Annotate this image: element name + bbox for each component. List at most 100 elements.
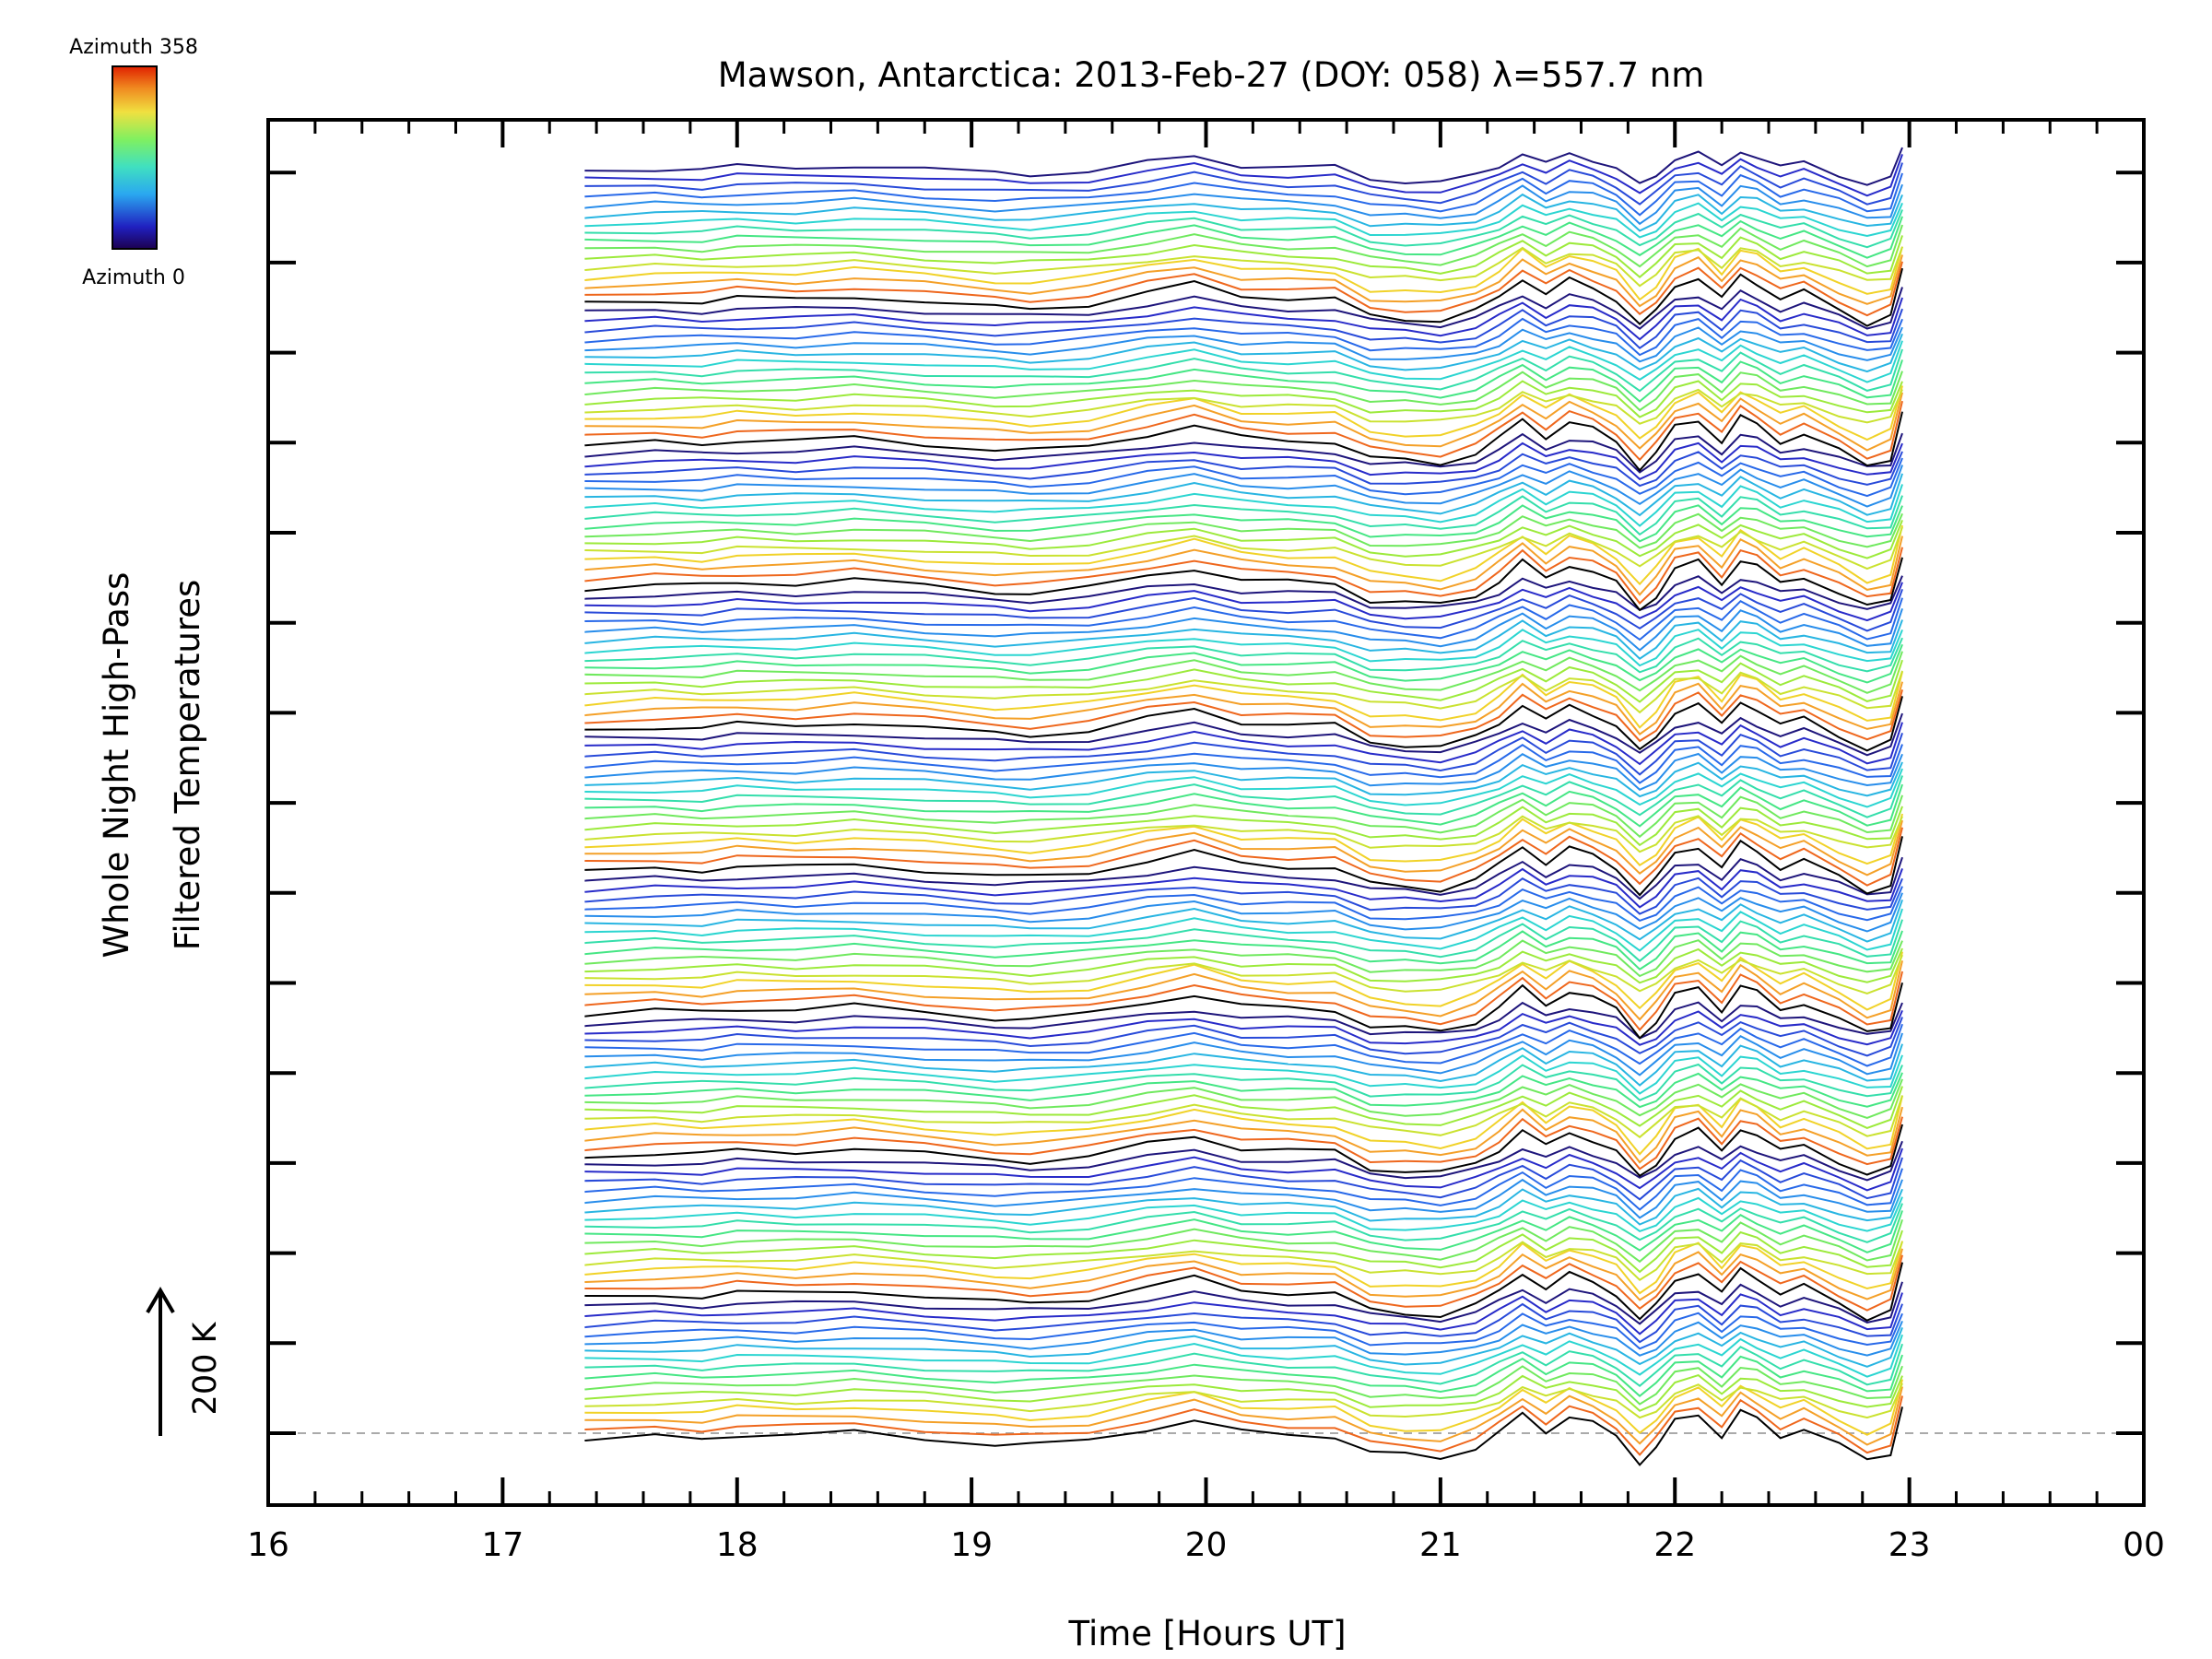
y-axis-label-line1: Whole Night High-Pass	[97, 572, 136, 959]
temperature-trace	[584, 1292, 1903, 1335]
temperature-trace	[584, 308, 1903, 349]
temperature-trace	[584, 535, 1903, 596]
temperature-trace	[584, 651, 1903, 694]
temperature-trace	[584, 689, 1903, 743]
temperature-trace	[584, 432, 1903, 474]
temperature-traces	[584, 147, 1903, 1466]
temperature-trace	[584, 899, 1903, 943]
temperature-trace	[584, 1406, 1903, 1466]
temperature-trace	[584, 1023, 1903, 1067]
temperature-trace	[584, 326, 1903, 363]
temperature-trace	[584, 908, 1903, 952]
temperature-trace	[584, 919, 1903, 963]
temperature-trace	[584, 761, 1903, 798]
colorbar: Azimuth 358 Azimuth 0	[69, 36, 198, 289]
temperature-trace	[584, 1379, 1903, 1436]
temperature-trace	[584, 836, 1903, 897]
temperature-trace	[584, 526, 1903, 571]
temperature-trace	[584, 441, 1903, 481]
temperature-trace	[584, 183, 1903, 226]
temperature-trace	[584, 1072, 1903, 1109]
temperature-trace	[584, 951, 1903, 1011]
temperature-trace	[584, 886, 1903, 923]
temperature-trace	[584, 1063, 1903, 1101]
temperature-trace	[584, 1010, 1903, 1046]
temperature-trace	[584, 333, 1903, 373]
x-tick-label: 16	[247, 1526, 289, 1564]
temperature-trace	[584, 297, 1903, 341]
temperature-trace	[584, 261, 1903, 317]
temperature-trace	[584, 1116, 1903, 1171]
temperature-trace	[584, 752, 1903, 791]
temperature-trace	[584, 1203, 1903, 1243]
temperature-trace	[584, 224, 1903, 268]
temperature-trace	[584, 1196, 1903, 1233]
temperature-trace	[584, 216, 1903, 259]
temperature-trace	[584, 172, 1903, 217]
temperature-trace	[584, 1078, 1903, 1119]
temperature-trace	[584, 722, 1903, 766]
colorbar-gradient	[112, 65, 158, 250]
temperature-trace	[584, 659, 1903, 703]
temperature-trace	[584, 1312, 1903, 1350]
y-axis-label: Whole Night High-Pass Filtered Temperatu…	[97, 572, 207, 959]
temperature-trace	[584, 1086, 1903, 1129]
temperature-trace	[584, 575, 1903, 612]
temperature-trace	[584, 359, 1903, 403]
temperature-trace	[584, 744, 1903, 784]
x-tick-label: 00	[2123, 1526, 2165, 1564]
x-axis-ticks: 16 17 18 19 20 21 22 23 00	[247, 120, 2165, 1564]
temperature-trace	[584, 712, 1903, 757]
scale-indicator: 200 K	[146, 1287, 224, 1436]
temperature-trace	[584, 813, 1903, 866]
temperature-trace	[584, 202, 1903, 239]
temperature-trace	[584, 670, 1903, 714]
temperature-trace	[584, 939, 1903, 978]
temperature-trace	[584, 930, 1903, 971]
temperature-trace	[584, 819, 1903, 877]
temperature-trace	[584, 806, 1903, 847]
temperature-trace	[584, 1178, 1903, 1219]
temperature-trace	[584, 1032, 1903, 1077]
temperature-trace	[584, 947, 1903, 984]
temperature-trace	[584, 411, 1903, 472]
chart-title: Mawson, Antarctica: 2013-Feb-27 (DOY: 05…	[718, 55, 1705, 95]
temperature-trace	[584, 637, 1903, 674]
temperature-trace	[584, 1157, 1903, 1201]
temperature-trace	[584, 1373, 1903, 1412]
x-tick-label: 18	[716, 1526, 759, 1564]
temperature-trace	[584, 1382, 1903, 1419]
temperature-trace	[584, 495, 1903, 536]
temperature-trace	[584, 588, 1903, 632]
temperature-trace	[584, 1281, 1903, 1325]
temperature-trace	[584, 1386, 1903, 1446]
temperature-trace	[584, 582, 1903, 622]
x-tick-label: 19	[950, 1526, 993, 1564]
temperature-trace	[584, 209, 1903, 249]
temperature-trace	[584, 371, 1903, 412]
temperature-trace	[584, 1343, 1903, 1387]
x-tick-label: 23	[1888, 1526, 1931, 1564]
temperature-trace	[584, 193, 1903, 232]
temperature-trace	[584, 768, 1903, 808]
temperature-trace	[584, 254, 1903, 308]
temperature-trace	[584, 1334, 1903, 1378]
temperature-trace	[584, 1168, 1903, 1211]
temperature-trace	[584, 1001, 1903, 1040]
x-tick-label: 17	[481, 1526, 524, 1564]
temperature-trace	[584, 1302, 1903, 1344]
colorbar-min-label: Azimuth 0	[82, 266, 185, 289]
temperature-trace	[584, 619, 1903, 660]
temperature-trace	[584, 671, 1903, 729]
temperature-trace	[584, 867, 1903, 909]
temperature-trace	[584, 473, 1903, 517]
temperature-trace	[584, 147, 1903, 186]
temperature-trace	[584, 385, 1903, 441]
temperature-trace	[584, 235, 1903, 279]
temperature-trace	[584, 597, 1903, 641]
y-axis-label-line2: Filtered Temperatures	[168, 580, 207, 950]
temperature-trace	[584, 1140, 1903, 1182]
temperature-trace	[584, 1241, 1903, 1281]
temperature-trace	[584, 1262, 1903, 1322]
